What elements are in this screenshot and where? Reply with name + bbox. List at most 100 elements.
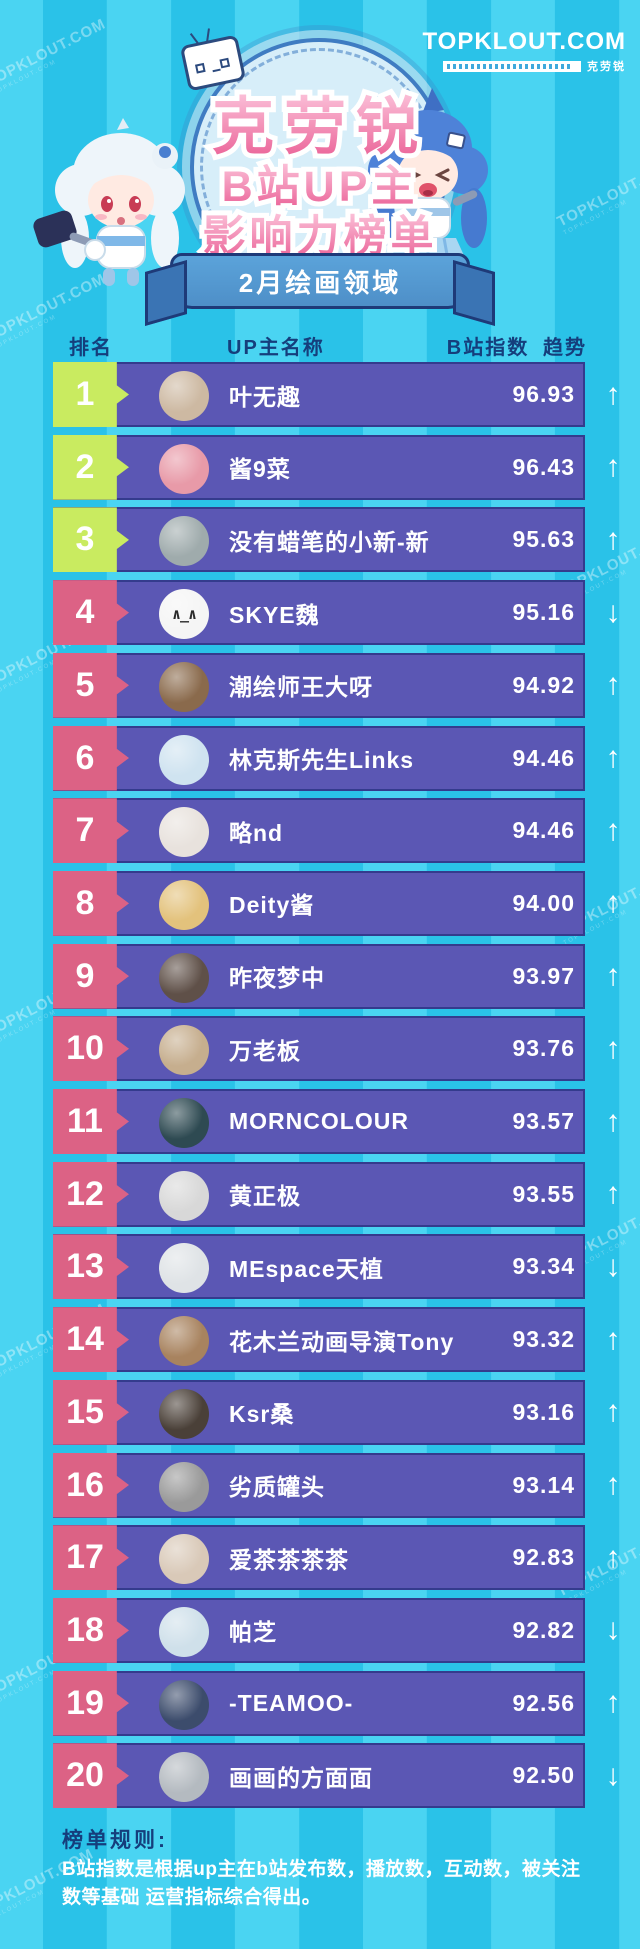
leaderboard-row: 18 帕芝 92.82 ↓ xyxy=(53,1597,621,1663)
rank-badge: 10 xyxy=(53,1016,129,1082)
rank-number: 1 xyxy=(75,375,95,413)
creator-name: 黄正极 xyxy=(229,1183,301,1210)
trend-up-icon: ↑ xyxy=(605,886,621,920)
rank-badge: 1 xyxy=(53,362,129,427)
creator-avatar xyxy=(159,1606,209,1657)
creator-name: 没有蜡笔的小新-新 xyxy=(229,528,430,555)
creator-name: 酱9菜 xyxy=(229,456,291,483)
creator-name: 万老板 xyxy=(229,1037,301,1064)
rank-badge: 18 xyxy=(53,1597,129,1663)
rank-number: 17 xyxy=(66,1538,104,1577)
period-ribbon-label: 2月绘画领域 xyxy=(238,267,402,298)
bilibili-index-score: 92.56 xyxy=(512,1689,575,1716)
creator-name: 潮绘师王大呀 xyxy=(229,674,373,701)
rank-number: 5 xyxy=(75,665,95,704)
creator-avatar xyxy=(159,1534,209,1585)
rank-number: 7 xyxy=(75,811,95,850)
rank-number: 4 xyxy=(75,593,95,632)
bilibili-index-score: 93.57 xyxy=(512,1108,575,1134)
rules-body: B站指数是根据up主在b站发布数，播放数，互动数，被关注数等基础 运营指标综合得… xyxy=(62,1859,581,1908)
creator-name: 略nd xyxy=(229,819,284,846)
trend-up-icon: ↑ xyxy=(605,741,621,774)
trend-down-icon: ↓ xyxy=(605,595,621,629)
trend-up-icon: ↑ xyxy=(605,522,621,556)
creator-name: 爱茶茶茶茶 xyxy=(229,1546,349,1573)
leaderboard-row: 19 -TEAMOO- 92.56 ↑ xyxy=(53,1670,621,1736)
rank-number: 18 xyxy=(66,1610,104,1649)
leaderboard-row: 1 叶无趣 96.93 ↑ xyxy=(53,362,621,427)
creator-avatar xyxy=(159,1461,209,1512)
rank-badge: 3 xyxy=(53,507,129,573)
rank-number: 12 xyxy=(66,1174,104,1213)
creator-name: 帕芝 xyxy=(229,1619,277,1646)
bilibili-index-score: 93.76 xyxy=(512,1035,575,1062)
trend-up-icon: ↑ xyxy=(605,959,621,993)
creator-name: 叶无趣 xyxy=(229,383,301,410)
leaderboard-row: 5 潮绘师王大呀 94.92 ↑ xyxy=(53,652,621,718)
main-title-platform: B站UP主 B站UP主 xyxy=(0,152,640,216)
rank-badge: 19 xyxy=(53,1670,129,1736)
bilibili-index-score: 93.14 xyxy=(512,1471,575,1498)
trend-up-icon: ↑ xyxy=(605,1177,621,1211)
rank-number: 11 xyxy=(67,1102,103,1140)
leaderboard-row: 10 万老板 93.76 ↑ xyxy=(53,1016,621,1082)
column-header-rank: 排名 xyxy=(69,337,113,359)
main-title-platform-outline: B站UP主 xyxy=(0,152,640,216)
logo-cn-label: 克劳锐 xyxy=(587,61,626,73)
leaderboard-row: 11 MORNCOLOUR 93.57 ↑ xyxy=(53,1089,621,1154)
rank-badge: 17 xyxy=(53,1525,129,1591)
rank-badge: 4 xyxy=(53,580,129,646)
leaderboard-row: 3 没有蜡笔的小新-新 95.63 ↑ xyxy=(53,507,621,573)
creator-avatar xyxy=(159,879,209,930)
rank-badge: 8 xyxy=(53,870,129,936)
rank-number: 9 xyxy=(75,956,95,995)
main-title-brand-outline: 克劳锐 xyxy=(0,76,640,167)
rank-number: 3 xyxy=(75,520,95,559)
trend-up-icon: ↑ xyxy=(605,1322,621,1356)
rank-number: 16 xyxy=(66,1465,104,1504)
rules-heading: 榜单规则: xyxy=(62,1829,168,1852)
bilibili-index-score: 94.46 xyxy=(512,744,575,771)
creator-avatar xyxy=(159,661,209,712)
bilibili-index-score: 94.00 xyxy=(512,889,575,916)
creator-avatar xyxy=(159,952,209,1003)
creator-avatar xyxy=(159,1098,209,1148)
logo-tagline: 克劳锐 xyxy=(443,58,626,74)
trend-up-icon: ↑ xyxy=(605,377,621,411)
rank-badge: 7 xyxy=(53,798,129,864)
creator-name: MEspace天植 xyxy=(229,1255,384,1282)
bilibili-index-score: 93.16 xyxy=(512,1398,575,1425)
trend-up-icon: ↑ xyxy=(605,1031,621,1065)
rank-number: 14 xyxy=(66,1320,104,1359)
leaderboard-row: 14 花木兰动画导演Tony 93.32 ↑ xyxy=(53,1307,621,1373)
rank-badge: 15 xyxy=(53,1379,129,1445)
leaderboard-row: 9 昨夜梦中 93.97 ↑ xyxy=(53,943,621,1009)
trend-up-icon: ↑ xyxy=(605,813,621,847)
creator-name: 画画的方面面 xyxy=(229,1764,373,1791)
creator-avatar xyxy=(159,516,209,567)
rank-number: 6 xyxy=(75,738,95,777)
creator-avatar xyxy=(159,807,209,858)
rank-badge: 16 xyxy=(53,1452,129,1518)
rank-number: 2 xyxy=(75,447,95,486)
leaderboard-row: 4 ∧_∧ SKYE魏 95.16 ↓ xyxy=(53,580,621,646)
creator-avatar xyxy=(159,734,209,785)
creator-name: 劣质罐头 xyxy=(229,1474,325,1500)
rank-number: 15 xyxy=(66,1392,104,1431)
creator-name: -TEAMOO- xyxy=(229,1689,354,1716)
column-header-trend: 趋势 xyxy=(543,337,587,359)
leaderboard-row: 15 Ksr桑 93.16 ↑ xyxy=(53,1379,621,1445)
rank-number: 8 xyxy=(75,883,95,922)
bilibili-index-score: 94.92 xyxy=(512,671,575,698)
rank-number: 20 xyxy=(66,1756,104,1795)
leaderboard-row: 17 爱茶茶茶茶 92.83 ↑ xyxy=(53,1525,621,1591)
rank-number: 19 xyxy=(66,1683,104,1722)
bilibili-index-score: 93.97 xyxy=(512,962,575,989)
bilibili-index-score: 93.34 xyxy=(512,1253,575,1280)
creator-name: 昨夜梦中 xyxy=(229,965,325,992)
creator-avatar xyxy=(159,1243,209,1294)
trend-down-icon: ↓ xyxy=(605,1249,621,1283)
trend-up-icon: ↑ xyxy=(605,1104,621,1138)
creator-avatar xyxy=(159,1170,209,1221)
